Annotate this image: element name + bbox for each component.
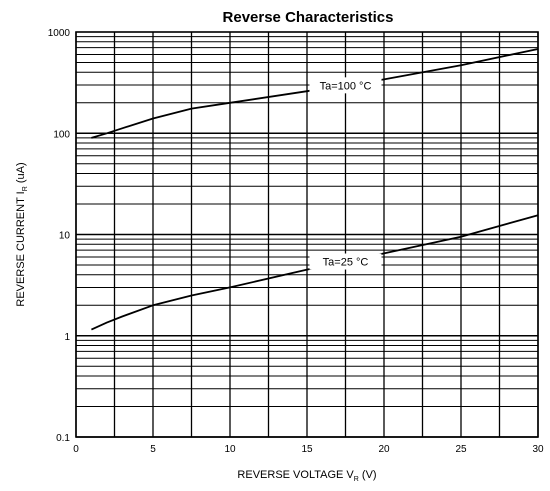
series-line-0 [91, 48, 539, 139]
series-line-1 [91, 214, 539, 331]
x-tick-label: 15 [301, 444, 313, 455]
y-tick-label: 10 [59, 231, 71, 242]
plot-frame [75, 31, 539, 438]
chart-grid [75, 31, 539, 438]
x-tick-label: 20 [378, 444, 390, 455]
chart-ticks: 0 5 10 15 20 25 30 0.1 1 10 100 1000 [48, 28, 544, 455]
x-tick-label: 5 [150, 444, 156, 455]
x-axis-label: REVERSE VOLTAGE VR (V) [237, 469, 376, 483]
y-tick-label: 1000 [48, 28, 71, 39]
annotation-bg [309, 253, 382, 270]
curve-label-1: Ta=25 °C [323, 257, 369, 269]
chart-annotations: Ta=100 °C Ta=25 °C [309, 77, 382, 270]
axis-labels: REVERSE VOLTAGE VR (V) REVERSE CURRENT IR… [15, 162, 377, 483]
chart-curves [91, 48, 539, 331]
x-tick-label: 0 [73, 444, 79, 455]
x-tick-label: 30 [532, 444, 544, 455]
curve-label-0: Ta=100 °C [320, 80, 372, 92]
annotation-bg [309, 77, 382, 94]
chart-title: Reverse Characteristics [223, 9, 394, 26]
y-tick-label: 100 [53, 129, 70, 140]
y-tick-label: 1 [64, 332, 70, 343]
y-axis-label: REVERSE CURRENT IR (uA) [15, 162, 29, 306]
y-tick-label: 0.1 [56, 433, 70, 444]
x-tick-label: 25 [455, 444, 467, 455]
x-tick-label: 10 [224, 444, 236, 455]
